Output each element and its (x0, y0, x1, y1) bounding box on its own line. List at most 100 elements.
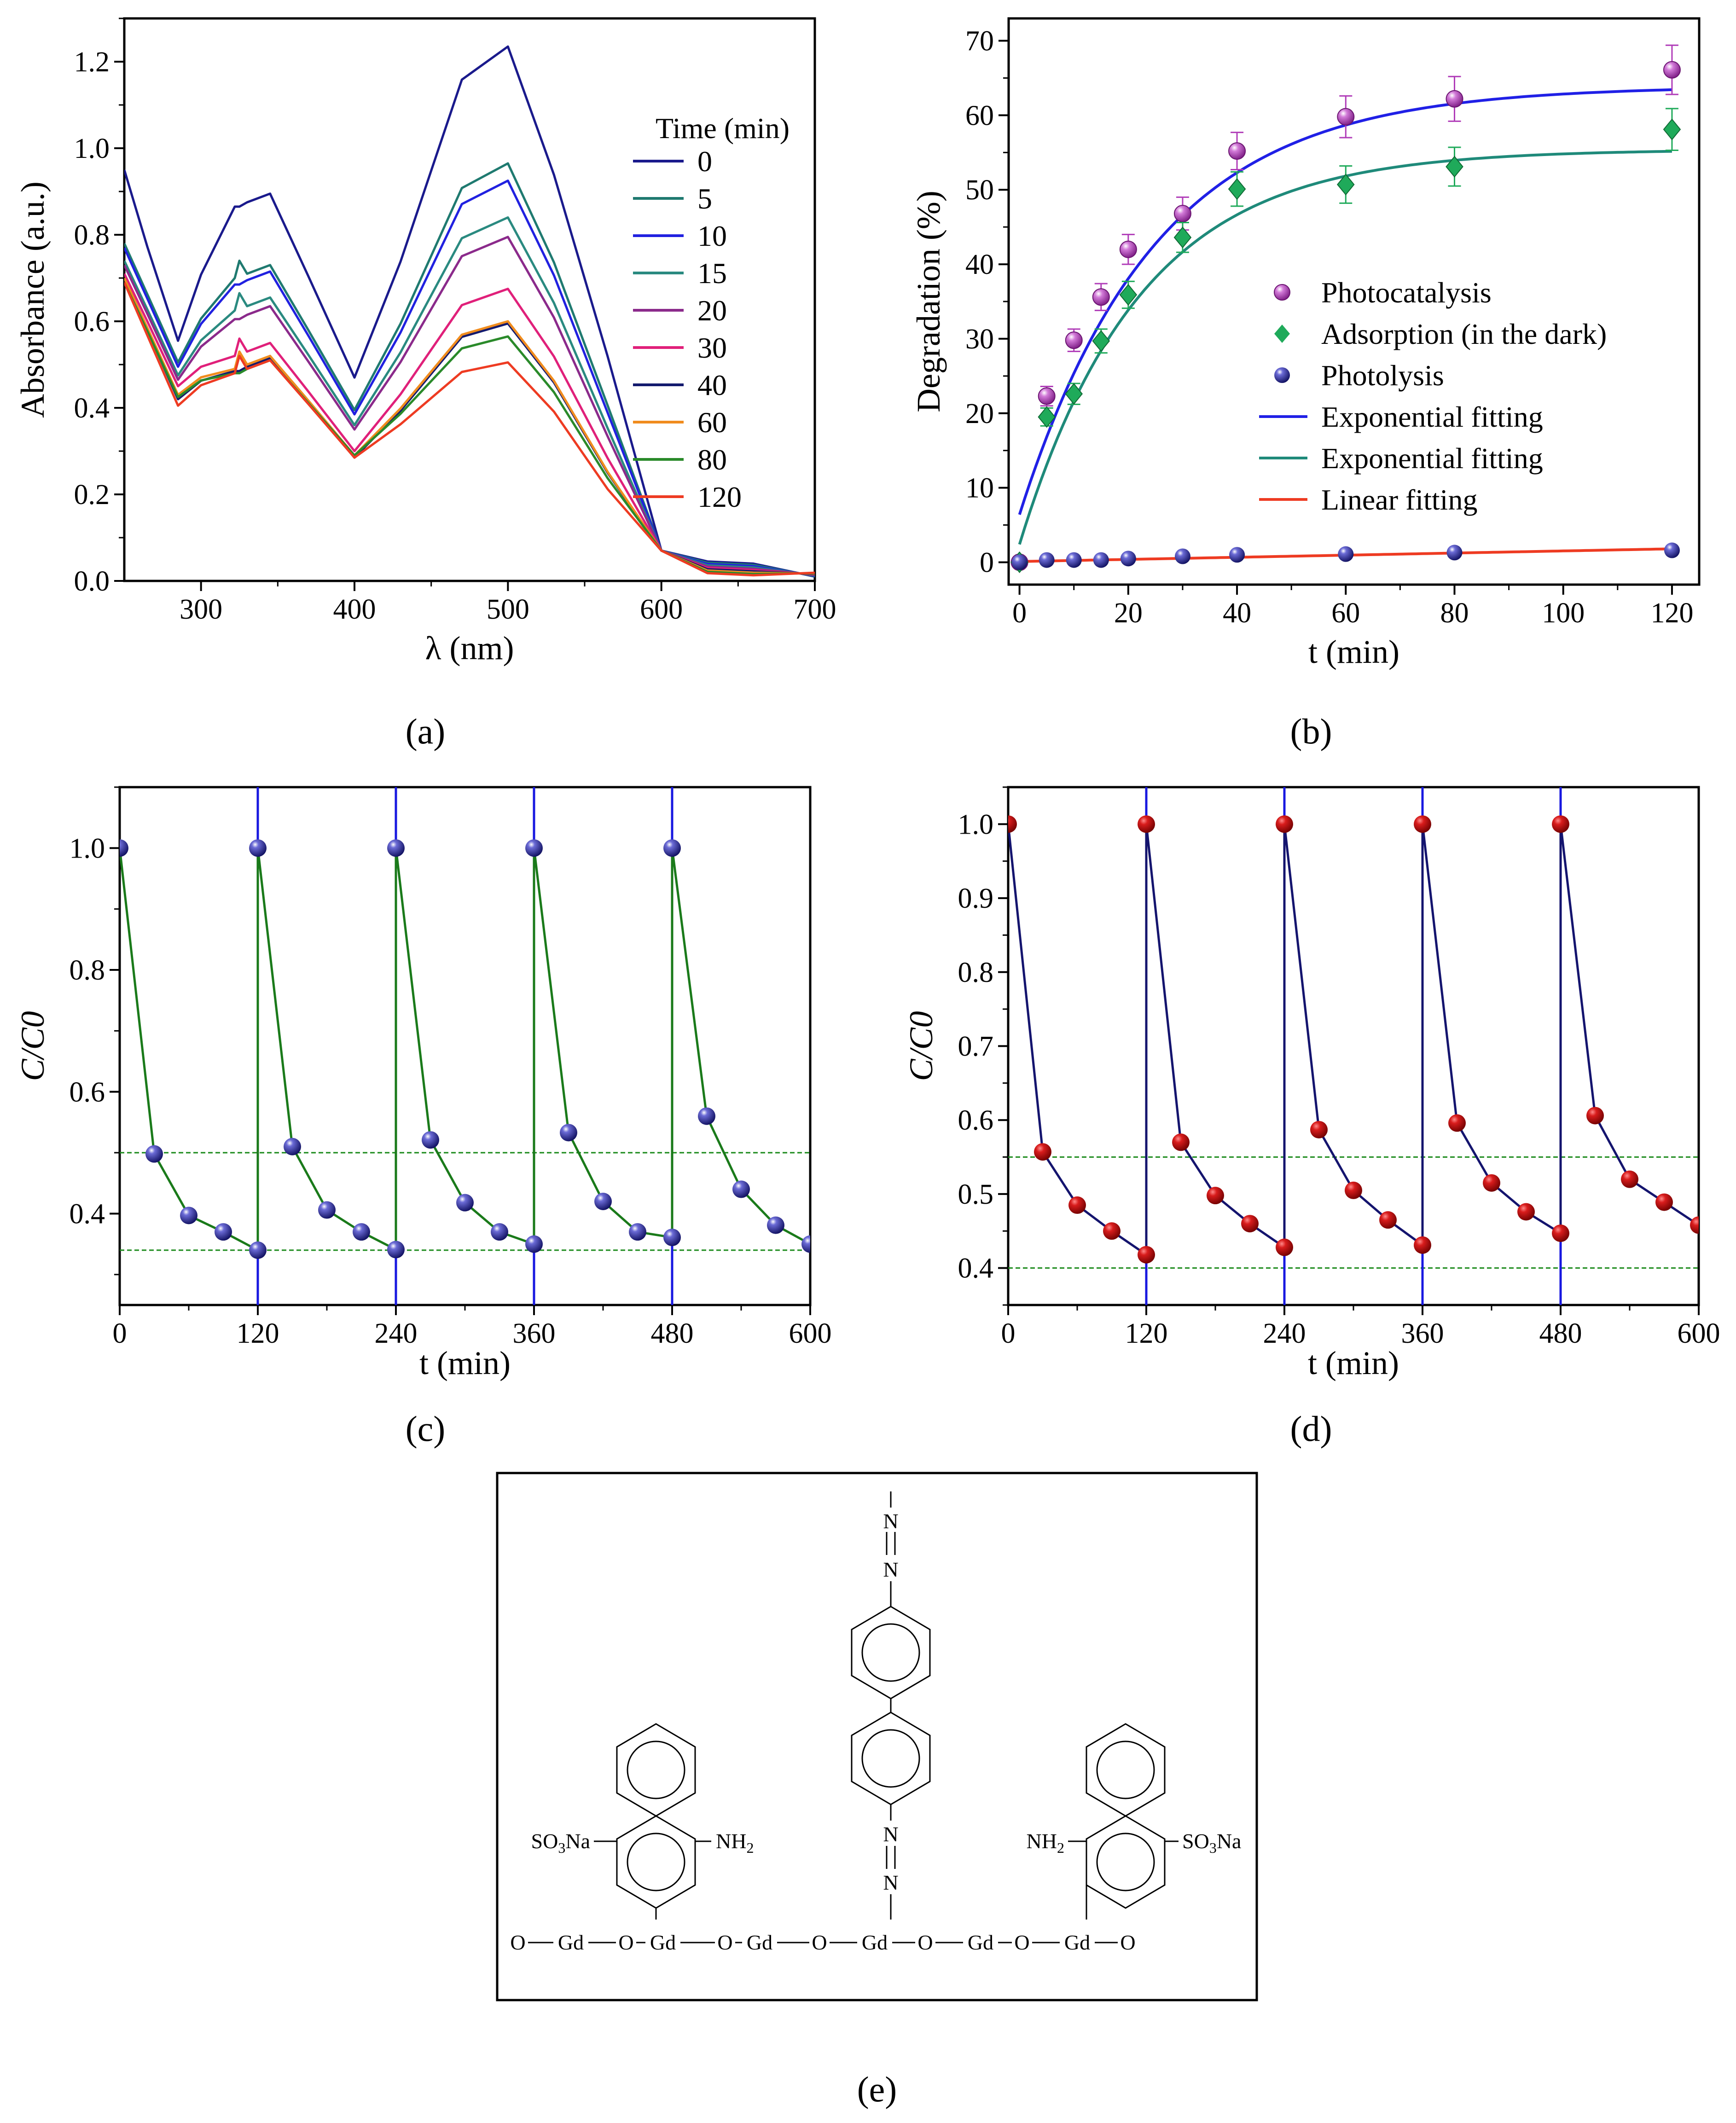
cycle-point (629, 1223, 646, 1241)
chain-atom: O (510, 1931, 525, 1954)
photolysis-point (1039, 552, 1055, 568)
cycle-point (249, 1241, 267, 1259)
azo-n1: N (883, 1509, 898, 1533)
chain-atom: Gd (968, 1931, 993, 1954)
x-tick-label: 600 (1678, 1318, 1720, 1349)
x-tick-label: 480 (651, 1318, 694, 1349)
photocatalysis-point (1228, 142, 1246, 160)
photolysis-point (1093, 552, 1109, 568)
y-tick-label: 0.6 (74, 306, 110, 337)
cycle-point (1345, 1181, 1362, 1199)
photocatalysis-point (1663, 61, 1681, 79)
x-tick-label: 0 (1001, 1318, 1016, 1349)
x-tick-label: 120 (1125, 1318, 1168, 1349)
x-tick-label: 240 (375, 1318, 418, 1349)
adsorption-point (1336, 174, 1355, 196)
legend-label: Photolysis (1321, 359, 1444, 392)
nh2-left: NH2 (716, 1829, 754, 1856)
cycle-point (1414, 815, 1431, 833)
x-tick-label: 100 (1542, 597, 1585, 629)
cycle-point (1241, 1215, 1259, 1233)
cycle-point (1138, 815, 1155, 833)
x-axis-label: t (min) (1308, 1345, 1399, 1381)
photocatalysis-point (1065, 331, 1083, 349)
legend-marker-photolysis (1274, 367, 1290, 383)
y-tick-label: 0.6 (958, 1105, 994, 1136)
cycle-point (1103, 1222, 1121, 1240)
cycle-point (387, 1241, 405, 1259)
spectrum-line-120 (124, 282, 815, 577)
x-tick-label: 60 (1331, 597, 1360, 629)
cycle-point (120, 839, 128, 857)
caption-a: (a) (406, 711, 446, 751)
y-tick-label: 0.5 (958, 1179, 994, 1210)
legend-label-10: 10 (697, 220, 727, 252)
legend-label-60: 60 (697, 406, 727, 439)
cycle-point (732, 1180, 750, 1198)
x-tick-label: 700 (794, 594, 836, 625)
cycle-point (767, 1216, 784, 1234)
panel-d-cycles: 0 120 240 360 480 600 0.4 0.5 0.6 0.7 0.8 0.9 1.0 t (… (903, 786, 1720, 1381)
y-tick-label: 70 (965, 26, 994, 57)
chain-atom: O (618, 1931, 633, 1954)
cycle-point (180, 1207, 197, 1224)
legend-label: Exponential fitting (1321, 442, 1543, 475)
cycle-line (1145, 824, 1286, 1250)
adsorption-point (1173, 226, 1192, 249)
x-tick-label: 0 (113, 1318, 127, 1349)
spectra-lines (124, 45, 815, 578)
cycle-line (1008, 824, 1148, 1257)
photolysis-point (1338, 546, 1354, 562)
cycle-point (525, 839, 543, 857)
plot-frame (123, 17, 816, 582)
panel-b-degradation: 0 20 40 60 80 100 120 0 10 20 30 40 50 60 70 t (min) Deg… (910, 17, 1701, 670)
legend-title: Time (min) (656, 112, 790, 145)
photocatalysis-point (1173, 205, 1191, 223)
cycle-line (533, 848, 673, 1239)
y-tick-label: 10 (965, 473, 994, 504)
adsorption-point (1446, 156, 1463, 178)
plot-area (1008, 787, 1699, 1305)
y-tick-label: 60 (965, 100, 994, 131)
cycle-point (1008, 815, 1017, 833)
cycle-point (353, 1223, 370, 1241)
cycle-point (1310, 1121, 1328, 1139)
x-tick-label: 120 (1650, 597, 1693, 629)
cycle-point (1138, 1246, 1155, 1264)
y-tick-label: 0.8 (74, 220, 110, 251)
adsorption-point (1092, 330, 1110, 352)
y-axis-label: Absorbance (a.u.) (14, 181, 51, 418)
legend-marker-photocatalysis (1274, 284, 1290, 301)
chain-atom: Gd (650, 1931, 676, 1954)
chain-atom: Gd (558, 1931, 584, 1954)
legend-label: Adsorption (in the dark) (1321, 318, 1607, 350)
x-tick-label: 300 (180, 594, 222, 625)
photolysis-point (1229, 547, 1245, 563)
chain-atom: O (917, 1931, 933, 1954)
y-tick-label: 0 (980, 547, 994, 578)
y-tick-label: 0.7 (958, 1031, 994, 1062)
caption-e: (e) (857, 2069, 897, 2109)
x-tick-label: 480 (1539, 1318, 1582, 1349)
x-tick-label: 120 (237, 1318, 279, 1349)
legend-label-80: 80 (697, 443, 727, 476)
cycle-point (387, 839, 405, 857)
y-tick-label: 0.4 (70, 1198, 105, 1230)
photocatalysis-point (1092, 288, 1110, 306)
caption-c: (c) (406, 1409, 446, 1449)
structure-frame (496, 1472, 1258, 2001)
cycle-point (594, 1193, 612, 1210)
azo-n2: N (883, 1558, 898, 1581)
caption-b: (b) (1290, 711, 1332, 751)
y-tick-label: 40 (965, 249, 994, 280)
photolysis-point (1174, 548, 1190, 564)
cycle-point (1448, 1114, 1466, 1132)
x-tick-label: 360 (1401, 1318, 1444, 1349)
adsorption-point (1119, 284, 1138, 306)
cycle-point (215, 1223, 232, 1241)
x-tick-label: 80 (1440, 597, 1469, 629)
y-tick-label: 0.4 (958, 1253, 994, 1284)
cycle-point (1552, 1224, 1569, 1242)
